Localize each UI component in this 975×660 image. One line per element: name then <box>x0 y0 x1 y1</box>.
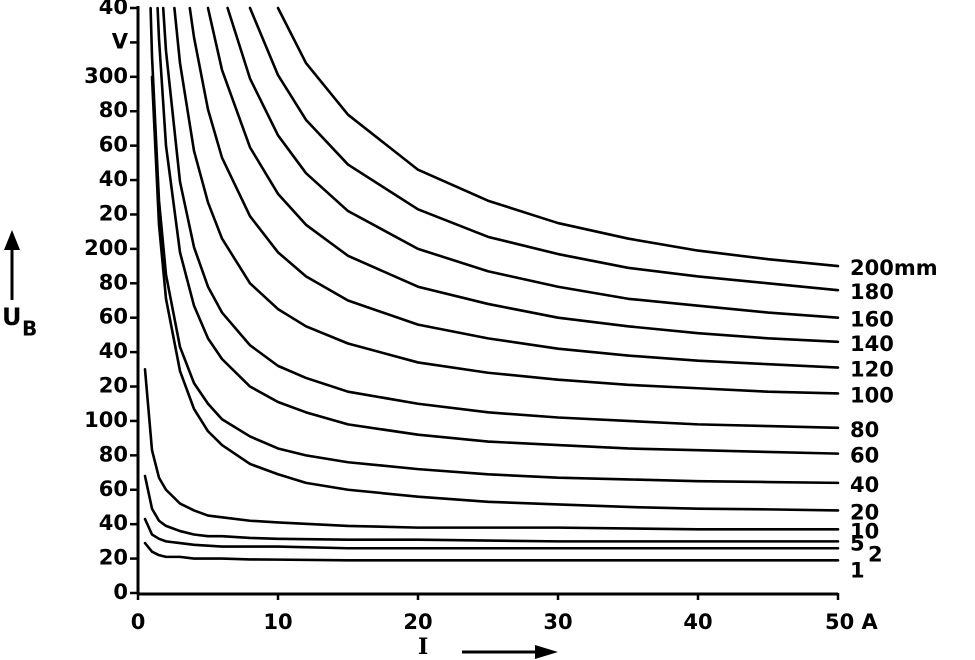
series-label: 160 <box>850 308 894 332</box>
x-axis-label: I <box>418 634 558 660</box>
x-tick-label: 10 <box>263 610 292 634</box>
y-tick-label: 200 <box>84 236 128 260</box>
series-label: 80 <box>850 418 879 442</box>
y-tick-label: 20 <box>99 546 128 570</box>
y-tick-label: 300 <box>84 64 128 88</box>
curve <box>156 6 840 455</box>
curve <box>188 6 840 369</box>
series-label: 5 <box>850 531 865 555</box>
curve <box>161 6 840 430</box>
curve <box>149 6 840 485</box>
curve <box>143 541 840 562</box>
y-tick-label: 80 <box>99 98 128 122</box>
series-label: 2 <box>868 542 883 566</box>
x-tick-label: 20 <box>403 610 432 634</box>
y-tick-label: 80 <box>99 270 128 294</box>
y-tick-label: 60 <box>99 477 128 501</box>
y-axis-label: U B <box>2 230 37 341</box>
y-tick-label: V <box>112 29 129 53</box>
x-tick-label: 50 A <box>825 610 879 634</box>
y-tick-label: 40 <box>99 0 128 19</box>
y-label: U <box>2 303 22 331</box>
y-tick-label: 40 <box>99 339 128 363</box>
series-label: 10 <box>850 519 879 543</box>
x-tick-label: 40 <box>683 610 712 634</box>
x-label: I <box>418 634 428 660</box>
series-label: 20 <box>850 500 879 524</box>
y-tick-label: 40 <box>99 167 128 191</box>
y-tick-label: 0 <box>113 580 128 604</box>
curve <box>143 368 840 531</box>
curve <box>226 6 840 320</box>
y-tick-label: 100 <box>84 408 128 432</box>
y-label-subscript: B <box>22 317 37 341</box>
y-tick-label: 20 <box>99 201 128 225</box>
series-label: 180 <box>850 280 894 304</box>
series-label: 120 <box>850 358 894 382</box>
curve <box>248 6 840 292</box>
y-tick-label: 60 <box>99 305 128 329</box>
series-label: 100 <box>850 383 894 407</box>
curve <box>143 517 840 550</box>
series-label: 1 <box>850 558 865 582</box>
y-tick-label: 20 <box>99 374 128 398</box>
curve <box>206 6 840 344</box>
y-tick-label: 60 <box>99 133 128 157</box>
curve <box>150 75 840 512</box>
x-tick-label: 30 <box>543 610 572 634</box>
y-tick-label: 80 <box>99 442 128 466</box>
series-label: 40 <box>850 473 879 497</box>
curve <box>173 6 840 395</box>
series-label: 140 <box>850 332 894 356</box>
x-tick-label: 0 <box>131 610 146 634</box>
curve <box>276 6 840 268</box>
curve <box>143 474 840 543</box>
y-arrow-head <box>4 230 20 250</box>
y-tick-label: 40 <box>99 511 128 535</box>
x-arrow-head <box>535 645 558 659</box>
series-label: 60 <box>850 444 879 468</box>
plot-area <box>143 6 840 562</box>
series-label: 200mm <box>850 256 938 280</box>
